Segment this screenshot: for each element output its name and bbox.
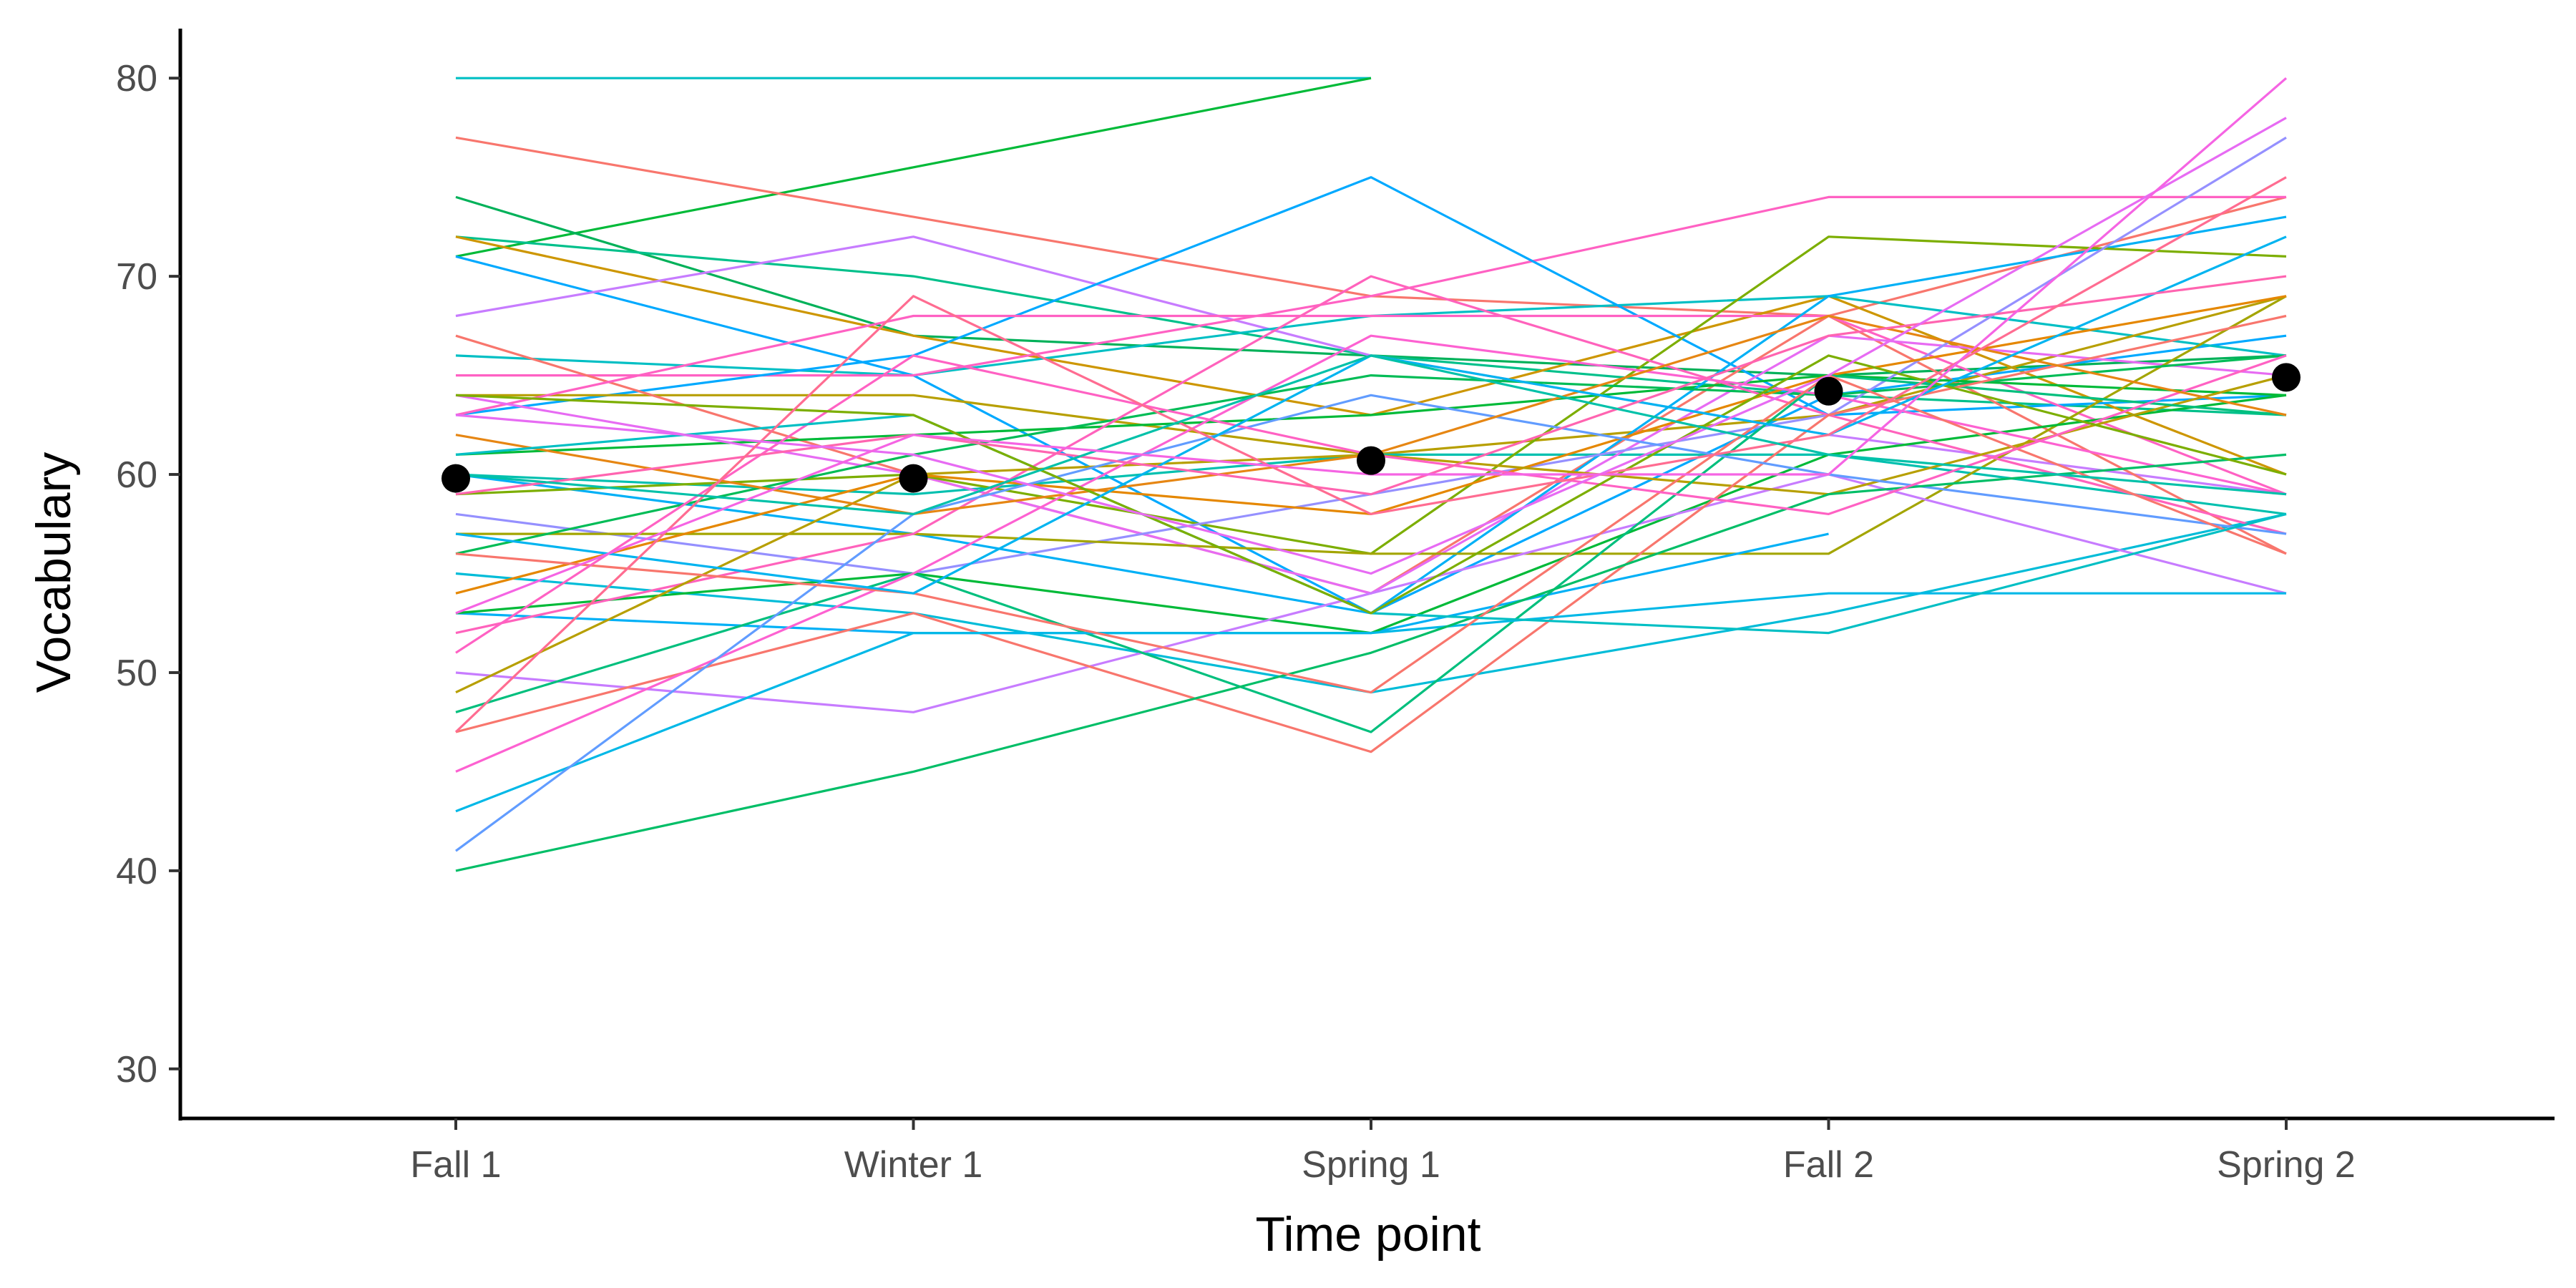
- mean-point: [1357, 446, 1385, 475]
- series-line-3: [455, 136, 2287, 318]
- mean-point: [441, 464, 470, 493]
- x-axis-title: Time point: [1256, 1207, 1481, 1262]
- y-tick-label: 60: [116, 454, 157, 496]
- y-tick-label: 30: [116, 1049, 157, 1091]
- x-tick-label: Spring 2: [2217, 1144, 2356, 1186]
- series-line-23: [455, 512, 2287, 694]
- series-line-4: [455, 195, 2287, 377]
- series-line-14: [455, 314, 2287, 496]
- mean-points: [441, 363, 2301, 493]
- series-line-30: [455, 374, 2287, 733]
- series-line-32: [455, 334, 2287, 773]
- y-tick-label: 80: [116, 58, 157, 99]
- series-line-44: [455, 117, 2287, 575]
- series-line-35: [455, 453, 2287, 872]
- series-line-37: [455, 354, 2287, 654]
- x-tick-label: Winter 1: [844, 1144, 983, 1186]
- individual-lines: [454, 77, 2288, 872]
- x-axis-ticks: Fall 1 Winter 1 Spring 1 Fall 2 Spring 2: [410, 1118, 2356, 1186]
- y-tick-label: 70: [116, 256, 157, 298]
- mean-point: [1814, 376, 1843, 406]
- mean-point: [899, 464, 928, 493]
- series-line-42: [455, 275, 2287, 496]
- series-line-34: [455, 394, 2287, 852]
- series-line-40: [455, 354, 2287, 615]
- y-axis-ticks: 30 40 50 60 70 80: [116, 58, 180, 1091]
- x-tick-label: Spring 1: [1302, 1144, 1440, 1186]
- y-tick-label: 40: [116, 851, 157, 892]
- y-tick-label: 50: [116, 653, 157, 694]
- x-tick-label: Fall 2: [1783, 1144, 1874, 1186]
- x-tick-label: Fall 1: [410, 1144, 501, 1186]
- mean-point: [2272, 363, 2301, 392]
- series-line-36: [455, 374, 2287, 694]
- series-line-25: [455, 532, 1829, 635]
- series-line-45: [455, 354, 2287, 516]
- series-line-2: [455, 77, 1372, 258]
- series-line-28: [455, 473, 2287, 713]
- series-line-10: [456, 195, 2286, 377]
- y-axis-title: Vocabulary: [26, 452, 81, 693]
- series-line-11: [455, 176, 2287, 416]
- series-line-31: [455, 314, 2287, 753]
